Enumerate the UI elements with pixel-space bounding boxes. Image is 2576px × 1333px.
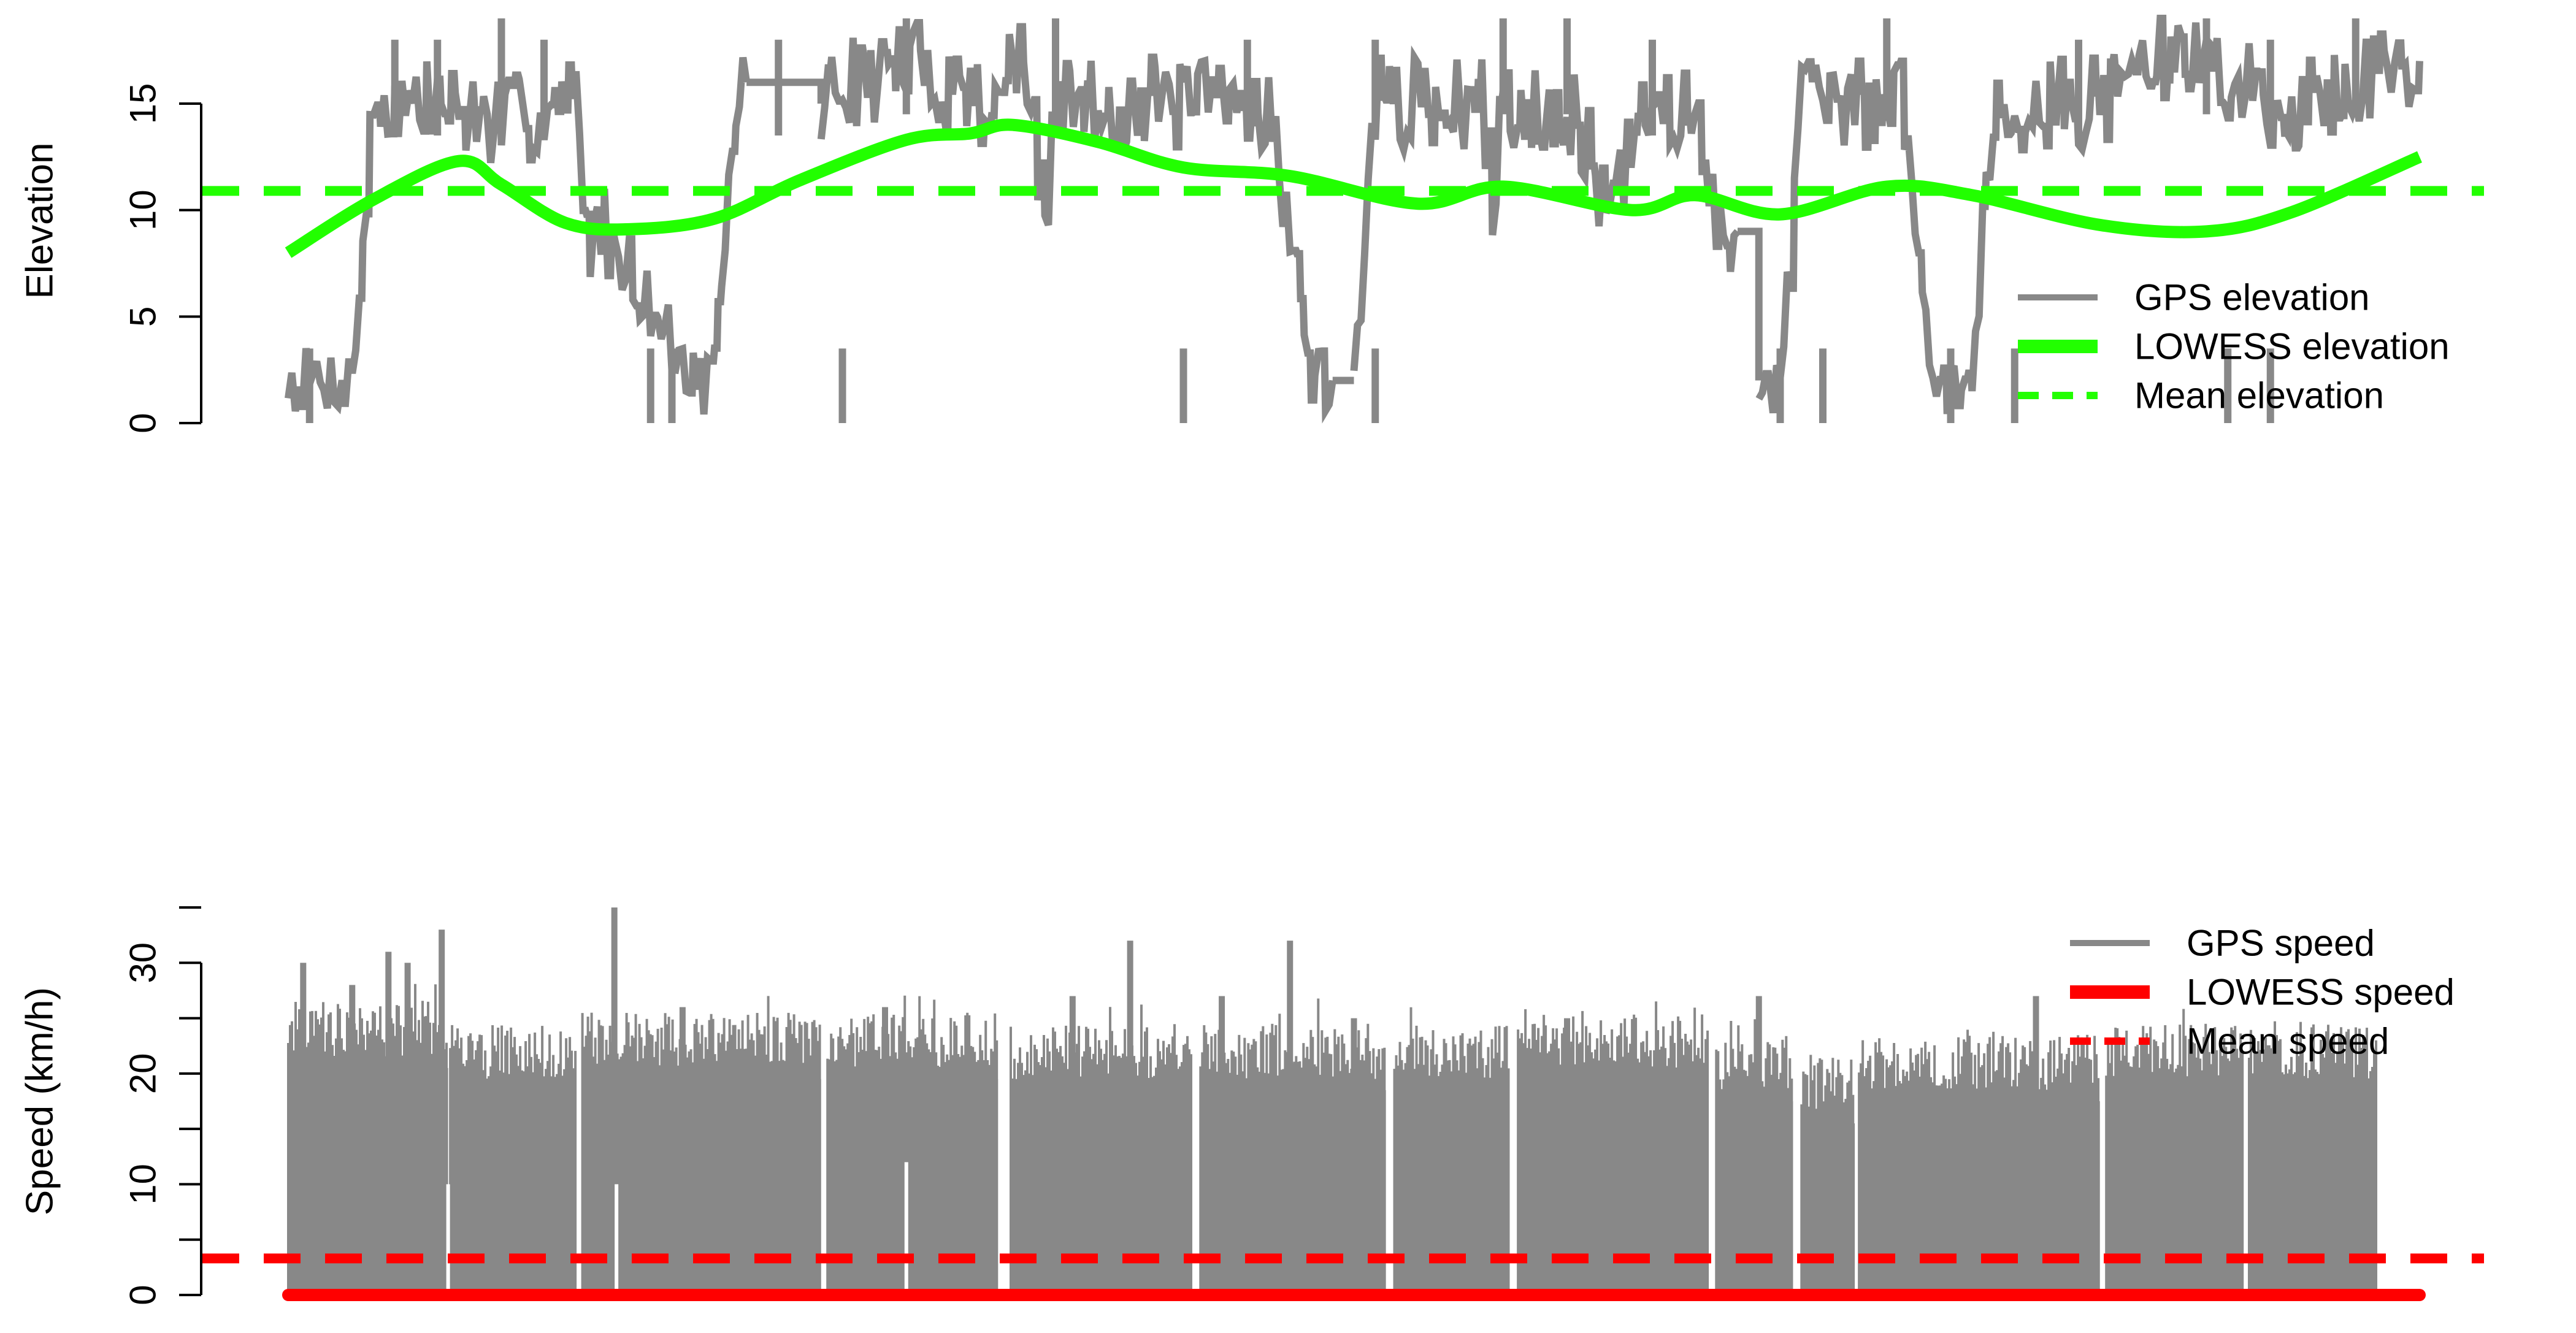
gps-elevation-line bbox=[1350, 45, 1741, 372]
gps-speed-fill bbox=[1011, 1090, 1192, 1295]
y-tick-label: 0 bbox=[123, 1285, 164, 1305]
y-tick-label: 5 bbox=[123, 307, 164, 327]
y-tick-label: 20 bbox=[123, 1053, 164, 1094]
legend-label: LOWESS speed bbox=[2187, 972, 2455, 1013]
y-tick-label: 15 bbox=[123, 83, 164, 124]
gps-speed-fill bbox=[1394, 1090, 1510, 1295]
elevation-panel: 0 5 10 15 Elevation GPS elevation LOWESS eleva… bbox=[19, 15, 2484, 434]
gps-speed-fill bbox=[450, 1090, 577, 1295]
gps-speed-fill bbox=[2106, 1090, 2243, 1295]
gps-speed-fill bbox=[1859, 1101, 2100, 1295]
y-tick-label: 30 bbox=[123, 942, 164, 984]
speed-panel: 0 10 20 30 Speed (km/h) GPS speed LOWESS speed… bbox=[19, 906, 2484, 1305]
legend: GPS elevation LOWESS elevation Mean elevat… bbox=[2018, 277, 2450, 416]
y-axis-title: Elevation bbox=[19, 142, 61, 299]
lowess-elevation-line bbox=[285, 118, 2422, 258]
gps-elevation-line bbox=[817, 19, 1336, 424]
gps-speed-fill bbox=[1801, 1123, 1855, 1295]
y-tick-label: 0 bbox=[123, 413, 164, 433]
gps-speed-fill bbox=[1716, 1101, 1793, 1295]
legend: GPS speed LOWESS speed Mean speed bbox=[2070, 923, 2455, 1062]
legend-label: GPS elevation bbox=[2134, 277, 2370, 318]
gps-elevation-line bbox=[285, 56, 751, 415]
gps-speed-fill bbox=[1200, 1090, 1386, 1295]
y-axis-title: Speed (km/h) bbox=[19, 987, 61, 1215]
legend-label: Mean speed bbox=[2187, 1021, 2389, 1062]
gps-speed-fill bbox=[2249, 1090, 2377, 1295]
gps-speed-fill bbox=[288, 1068, 448, 1295]
legend-label: LOWESS elevation bbox=[2134, 326, 2450, 367]
legend-label: GPS speed bbox=[2187, 923, 2375, 964]
y-tick-label: 10 bbox=[123, 189, 164, 231]
gps-elevation-line bbox=[1738, 227, 1763, 381]
y-tick-label: 10 bbox=[123, 1164, 164, 1205]
gps-elevation-line bbox=[746, 78, 825, 104]
gps-elevation-line bbox=[1755, 15, 2423, 414]
legend-label: Mean elevation bbox=[2134, 375, 2384, 416]
